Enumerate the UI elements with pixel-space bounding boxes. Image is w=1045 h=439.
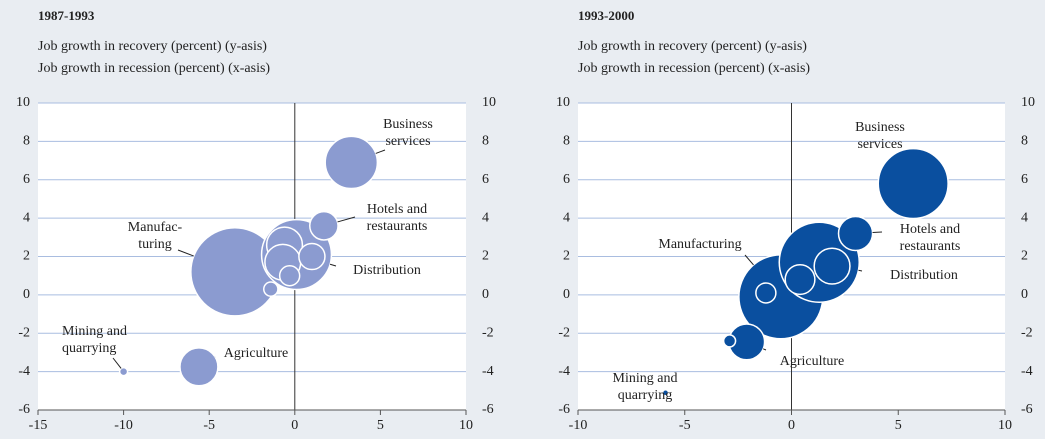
bubble-label: Business bbox=[383, 117, 433, 132]
bubble-label: quarrying bbox=[618, 388, 672, 403]
y-axis-label: Job growth in recovery (percent) (y-asis… bbox=[38, 39, 267, 54]
y-axis-label: Job growth in recovery (percent) (y-asis… bbox=[578, 39, 807, 54]
bubble bbox=[179, 347, 219, 387]
leader-line bbox=[112, 357, 122, 369]
y-tick-label: -4 bbox=[558, 364, 570, 379]
y-tick-label-right: 6 bbox=[482, 172, 489, 187]
y-tick-label-right: 10 bbox=[482, 95, 496, 110]
x-tick-label: 10 bbox=[459, 418, 473, 433]
y-tick-label-right: 8 bbox=[482, 134, 489, 149]
y-tick-label: -6 bbox=[18, 402, 30, 417]
y-tick-label: -6 bbox=[558, 402, 570, 417]
bubble-label: Mining and bbox=[62, 324, 127, 339]
y-tick-label: -2 bbox=[558, 325, 570, 340]
y-tick-label-right: -2 bbox=[482, 325, 494, 340]
y-tick-label: 8 bbox=[563, 134, 570, 149]
y-tick-label-right: -6 bbox=[482, 402, 494, 417]
y-tick-label-right: 2 bbox=[482, 249, 489, 264]
y-tick-label: 10 bbox=[16, 95, 30, 110]
x-tick-label: -10 bbox=[114, 418, 133, 433]
y-tick-label-right: 6 bbox=[1021, 172, 1028, 187]
leader-line bbox=[177, 249, 194, 257]
x-tick-label: 0 bbox=[291, 418, 298, 433]
x-axis-label: Job growth in recession (percent) (x-asi… bbox=[578, 61, 810, 76]
bubble bbox=[324, 135, 379, 190]
y-tick-label-right: -2 bbox=[1021, 325, 1033, 340]
bubble bbox=[755, 282, 777, 304]
leader-line bbox=[329, 263, 337, 267]
leader-line bbox=[375, 149, 386, 154]
bubble bbox=[661, 388, 670, 397]
leader-line bbox=[872, 231, 883, 234]
y-tick-label-right: 4 bbox=[1021, 210, 1028, 225]
y-tick-label-right: 2 bbox=[1021, 249, 1028, 264]
bubble bbox=[278, 264, 301, 287]
x-tick-label: 5 bbox=[895, 418, 902, 433]
y-tick-label: 4 bbox=[23, 210, 30, 225]
y-tick-label: 4 bbox=[563, 210, 570, 225]
bubble bbox=[784, 263, 816, 296]
y-tick-label: 0 bbox=[563, 287, 570, 302]
x-tick-label: -5 bbox=[203, 418, 215, 433]
x-tick-label: 5 bbox=[377, 418, 384, 433]
bubble-label: Agriculture bbox=[224, 346, 289, 361]
x-tick-label: 0 bbox=[788, 418, 795, 433]
bubble-label: Agriculture bbox=[780, 354, 845, 369]
bubble bbox=[837, 215, 874, 252]
leader-line bbox=[762, 348, 767, 351]
y-tick-label-right: -4 bbox=[482, 364, 494, 379]
x-tick-label: 10 bbox=[998, 418, 1012, 433]
chart-title: 1987-1993 bbox=[38, 8, 95, 23]
bubble-label: Business bbox=[855, 120, 905, 135]
y-tick-label: 8 bbox=[23, 134, 30, 149]
bubble bbox=[813, 247, 851, 285]
bubble bbox=[118, 366, 129, 377]
x-tick-label: -5 bbox=[679, 418, 691, 433]
y-tick-label-right: 0 bbox=[482, 287, 489, 302]
bubble-label: Distribution bbox=[890, 268, 958, 283]
bubble bbox=[309, 210, 339, 241]
x-tick-label: -15 bbox=[29, 418, 48, 433]
bubble bbox=[877, 147, 949, 220]
y-tick-label-right: 10 bbox=[1021, 95, 1035, 110]
y-tick-label-right: 0 bbox=[1021, 287, 1028, 302]
leader-line bbox=[858, 269, 863, 272]
y-tick-label: 6 bbox=[23, 172, 30, 187]
y-tick-label-right: -6 bbox=[1021, 402, 1033, 417]
bubble-label: Mining and bbox=[613, 371, 678, 386]
bubble-label: Hotels and bbox=[900, 222, 960, 237]
bubble bbox=[722, 334, 737, 348]
y-tick-label: 2 bbox=[563, 249, 570, 264]
bubble bbox=[263, 281, 279, 297]
bubble-label: Distribution bbox=[353, 263, 421, 278]
bubble-label: services bbox=[857, 137, 902, 152]
bubble-label: quarrying bbox=[62, 341, 116, 356]
y-tick-label: -4 bbox=[18, 364, 30, 379]
bubble-label: turing bbox=[138, 237, 171, 252]
bubble-label: Hotels and bbox=[367, 202, 427, 217]
leader-line bbox=[337, 216, 356, 223]
bubble-label: Manufacturing bbox=[658, 237, 741, 252]
y-tick-label: 0 bbox=[23, 287, 30, 302]
bubble-label: restaurants bbox=[900, 239, 961, 254]
y-tick-label: 2 bbox=[23, 249, 30, 264]
leader-line bbox=[744, 254, 754, 266]
chart-title: 1993-2000 bbox=[578, 8, 634, 23]
y-tick-label-right: -4 bbox=[1021, 364, 1033, 379]
x-tick-label: -10 bbox=[569, 418, 588, 433]
y-tick-label: 10 bbox=[556, 95, 570, 110]
y-tick-label: 6 bbox=[563, 172, 570, 187]
bubble bbox=[298, 242, 326, 271]
y-tick-label-right: 8 bbox=[1021, 134, 1028, 149]
y-tick-label-right: 4 bbox=[482, 210, 489, 225]
bubble-label: Manufac- bbox=[128, 220, 183, 235]
y-tick-label: -2 bbox=[18, 325, 30, 340]
bubble-label: restaurants bbox=[367, 219, 428, 234]
x-axis-label: Job growth in recession (percent) (x-asi… bbox=[38, 61, 270, 76]
bubble-label: services bbox=[385, 134, 430, 149]
